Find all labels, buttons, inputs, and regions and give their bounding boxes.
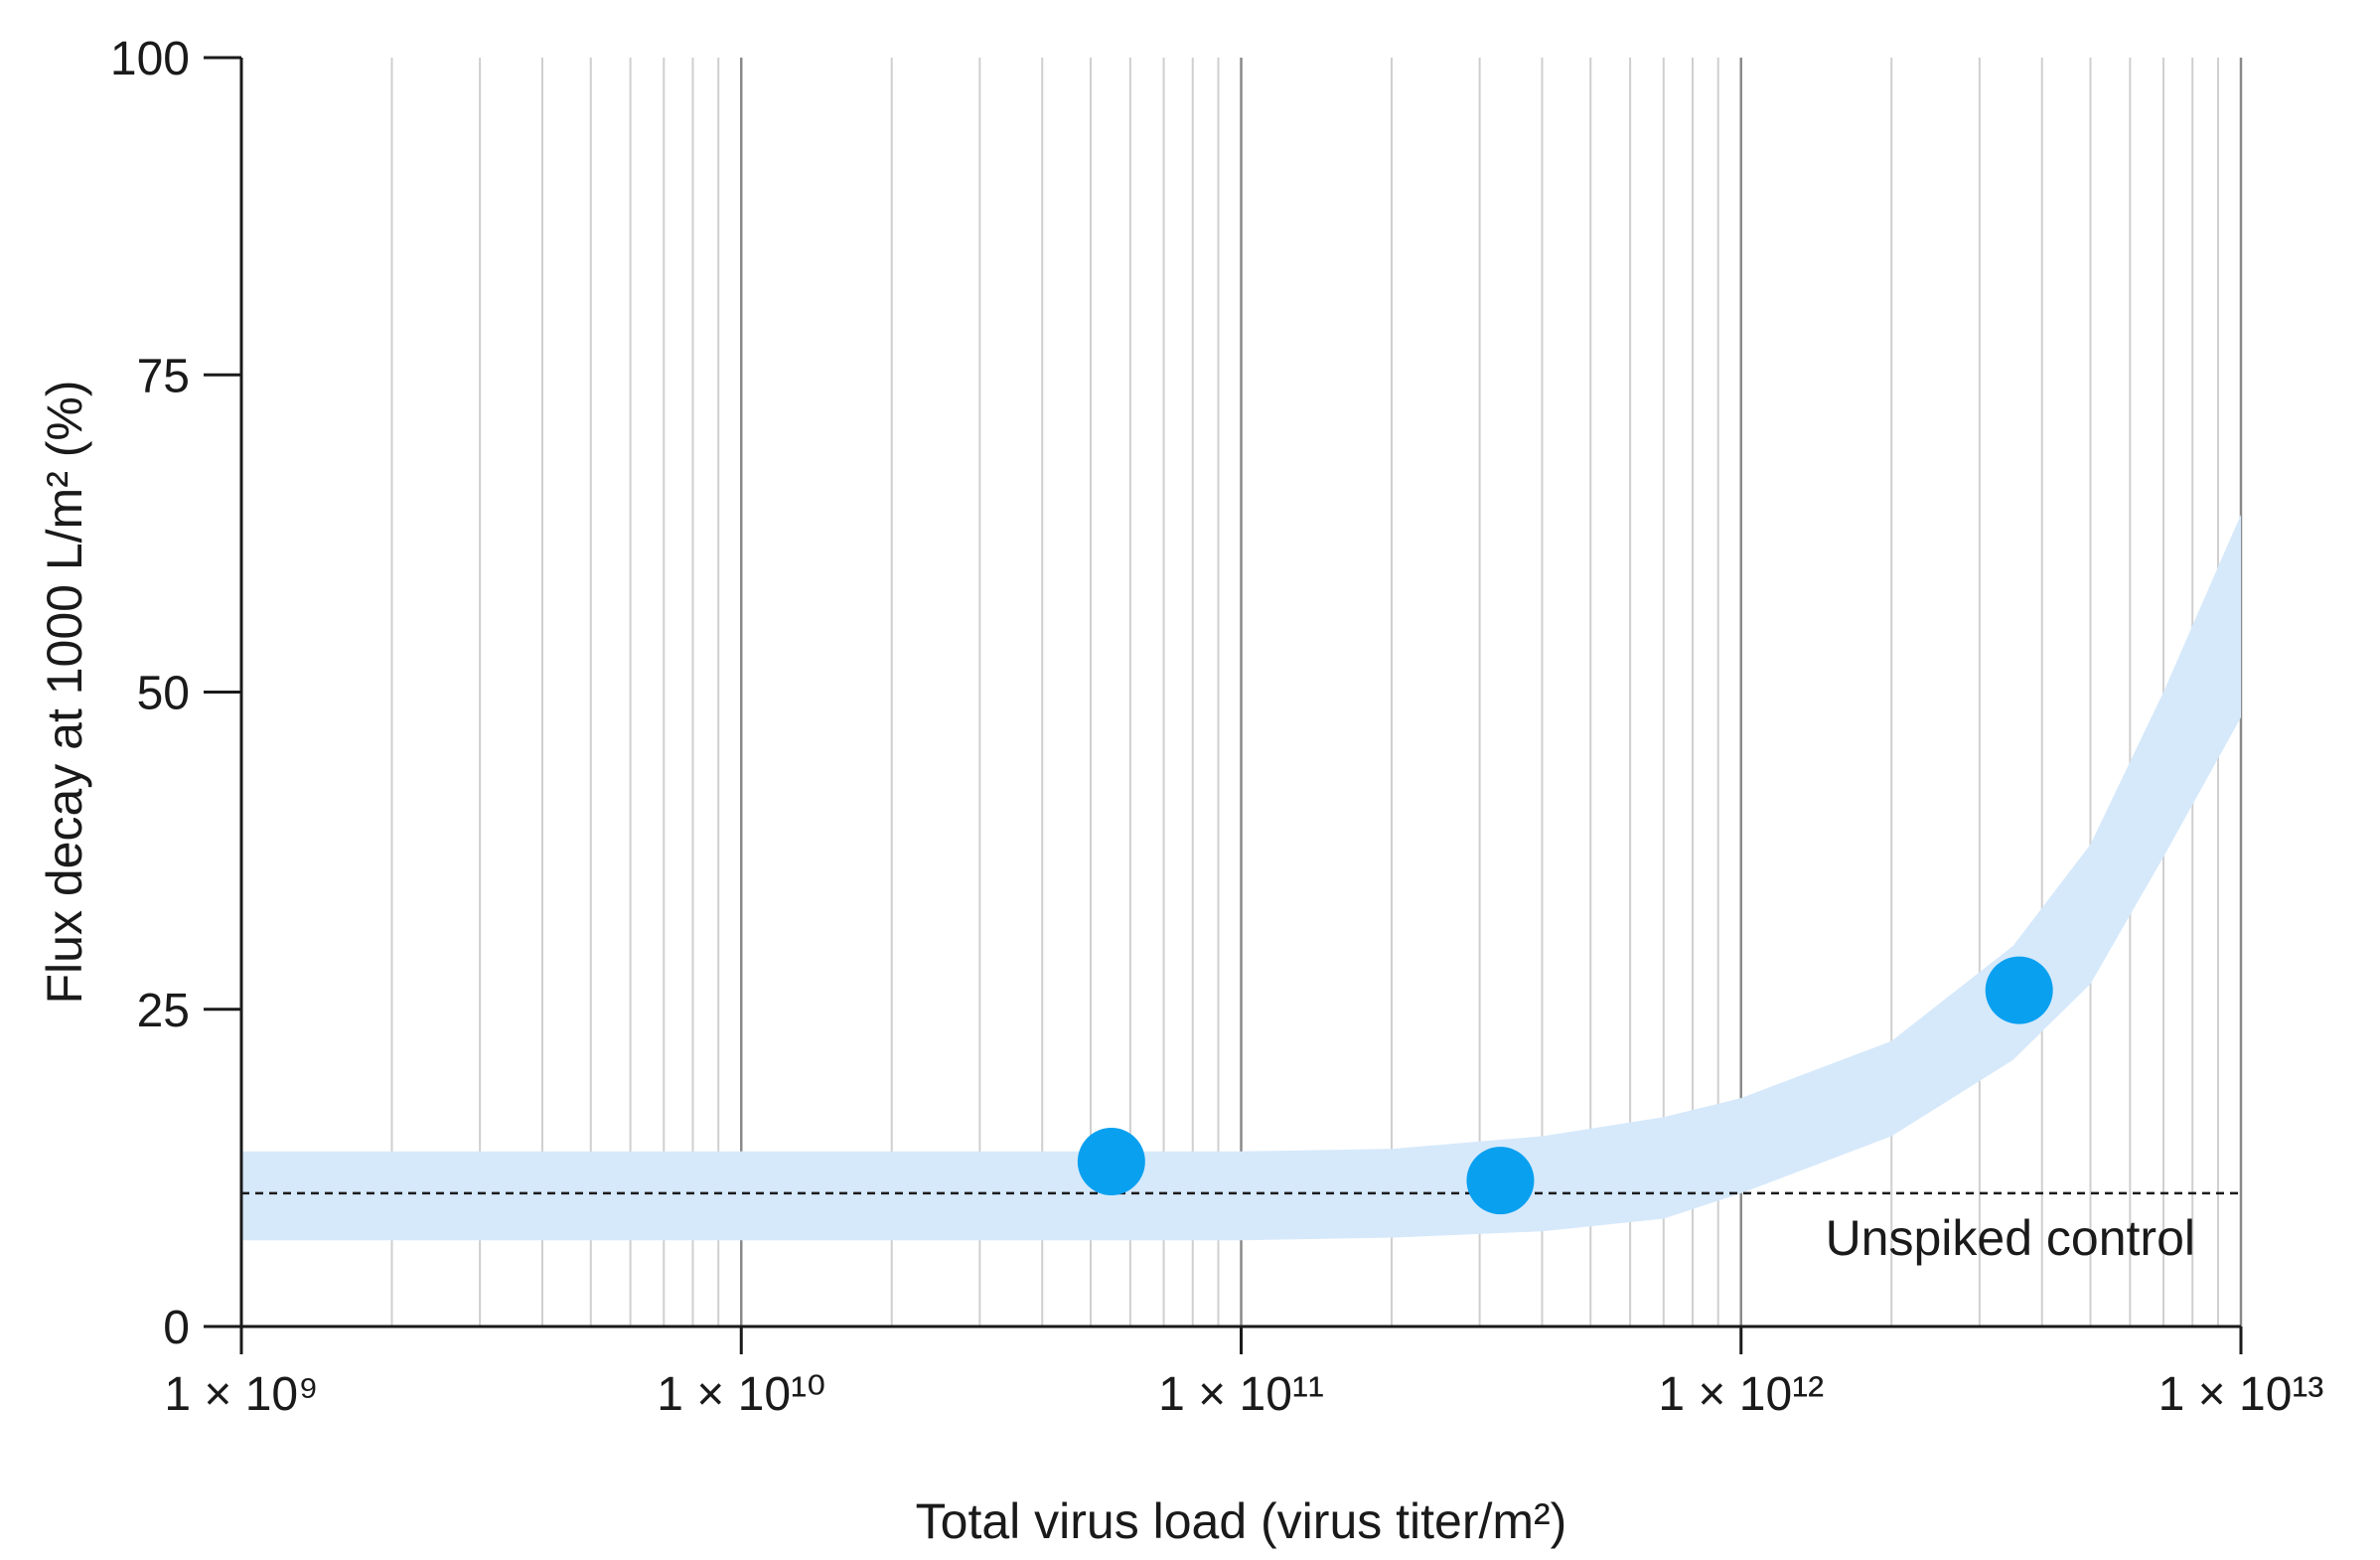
data-point [1077, 1127, 1145, 1195]
y-axis-label: Flux decay at 1000 L/m² (%) [37, 380, 92, 1004]
axes-layer: 0 25 50 75 100 1 × 10⁹ 1 × 10¹⁰ 1 × 10¹¹ 1 × 10¹… [110, 33, 2323, 1421]
data-point [1466, 1147, 1535, 1215]
y-tick-label: 50 [137, 668, 190, 720]
points-layer [1077, 956, 2053, 1215]
reference-line-label: Unspiked control [1826, 1210, 2195, 1266]
x-tick-label: 1 × 10⁹ [164, 1368, 318, 1421]
confidence-band [241, 514, 2241, 1241]
data-point [1985, 956, 2053, 1024]
x-tick-label: 1 × 10¹³ [2158, 1368, 2324, 1421]
y-tick-label: 100 [110, 33, 190, 85]
x-tick-label: 1 × 10¹² [1658, 1368, 1824, 1421]
y-tick-label: 25 [137, 985, 190, 1037]
y-tick-label: 75 [137, 350, 190, 402]
x-tick-label: 1 × 10¹⁰ [657, 1368, 825, 1421]
y-tick-label: 0 [163, 1302, 190, 1354]
x-axis-label: Total virus load (virus titer/m²) [916, 1493, 1567, 1549]
x-tick-label: 1 × 10¹¹ [1158, 1368, 1324, 1421]
grid-layer [390, 58, 2243, 1326]
